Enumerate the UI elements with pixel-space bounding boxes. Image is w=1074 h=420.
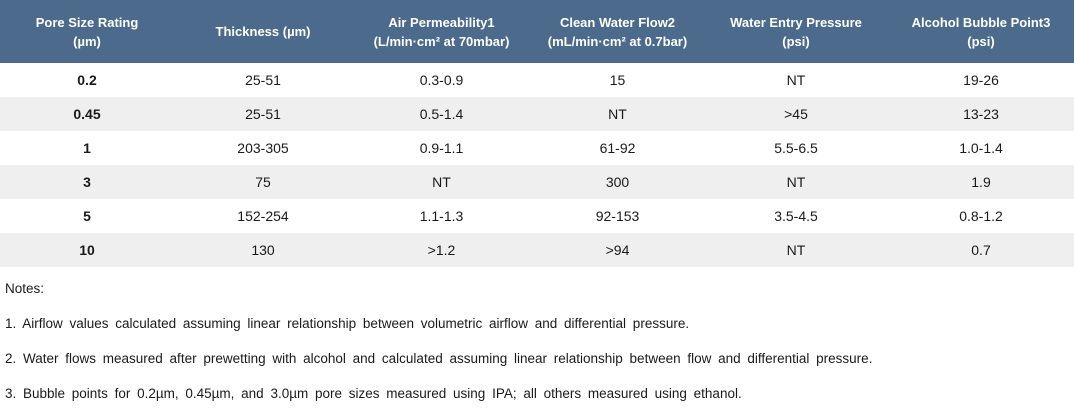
- value-cell: 300: [531, 165, 704, 199]
- column-header-2: Air Permeability1 (L/min·cm² at 70mbar): [352, 0, 531, 63]
- table-row: 10 130 >1.2 >94 NT 0.7: [0, 233, 1074, 267]
- column-header-line: Water Entry Pressure: [730, 14, 862, 30]
- value-cell: NT: [704, 63, 888, 97]
- pore-size-cell: 0.2: [0, 63, 174, 97]
- note-item: 3. Bubble points for 0.2µm, 0.45µm, and …: [5, 386, 742, 401]
- note-item: 2. Water flows measured after prewetting…: [5, 351, 873, 366]
- value-cell: 15: [531, 63, 704, 97]
- column-header-1: Thickness (µm): [174, 0, 352, 63]
- value-cell: NT: [531, 97, 704, 131]
- pore-size-cell: 5: [0, 199, 174, 233]
- column-header-line: Alcohol Bubble Point3: [911, 14, 1051, 30]
- column-header-line: (L/min·cm² at 70mbar): [373, 33, 510, 49]
- value-cell: 1.0-1.4: [888, 131, 1074, 165]
- pore-size-cell: 3: [0, 165, 174, 199]
- column-header-line: Pore Size Rating: [35, 14, 139, 30]
- column-header-line: (mL/min·cm² at 0.7bar): [547, 33, 688, 49]
- column-header-line: Thickness (µm): [215, 24, 311, 39]
- value-cell: 0.7: [888, 233, 1074, 267]
- value-cell: 0.5-1.4: [352, 97, 531, 131]
- value-cell: 1.9: [888, 165, 1074, 199]
- table-row: 0.45 25-51 0.5-1.4 NT >45 13-23: [0, 97, 1074, 131]
- value-cell: 5.5-6.5: [704, 131, 888, 165]
- column-header-5: Alcohol Bubble Point3 (psi): [888, 0, 1074, 63]
- note-item: 1. Airflow values calculated assuming li…: [5, 316, 690, 331]
- spec-table-header: Pore Size Rating (µm) Thickness (µm) Air Pe…: [0, 0, 1074, 63]
- spec-table: Pore Size Rating (µm) Thickness (µm) Air Pe…: [0, 0, 1074, 267]
- value-cell: >1.2: [352, 233, 531, 267]
- notes-heading: Notes:: [5, 281, 45, 296]
- table-row: 1 203-305 0.9-1.1 61-92 5.5-6.5 1.0-1.4: [0, 131, 1074, 165]
- column-header-line: Clean Water Flow2: [559, 14, 676, 30]
- value-cell: 0.9-1.1: [352, 131, 531, 165]
- value-cell: 75: [174, 165, 352, 199]
- value-cell: NT: [352, 165, 531, 199]
- spec-table-body: 0.2 25-51 0.3-0.9 15 NT 19-26 0.45 25-51 0.5-1.4…: [0, 63, 1074, 267]
- value-cell: 92-153: [531, 199, 704, 233]
- column-header-0: Pore Size Rating (µm): [0, 0, 174, 63]
- column-header-line: Air Permeability1: [388, 14, 495, 30]
- value-cell: 152-254: [174, 199, 352, 233]
- column-header-line: (psi): [967, 33, 995, 49]
- notes-list: 1. Airflow values calculated assuming li…: [5, 316, 1064, 402]
- pore-size-cell: 0.45: [0, 97, 174, 131]
- value-cell: 3.5-4.5: [704, 199, 888, 233]
- value-cell: NT: [704, 165, 888, 199]
- value-cell: 25-51: [174, 97, 352, 131]
- value-cell: 13-23: [888, 97, 1074, 131]
- column-header-4: Water Entry Pressure (psi): [704, 0, 888, 63]
- column-header-3: Clean Water Flow2 (mL/min·cm² at 0.7bar): [531, 0, 704, 63]
- value-cell: >45: [704, 97, 888, 131]
- notes-section: Notes: 1. Airflow values calculated assu…: [0, 267, 1074, 402]
- value-cell: 1.1-1.3: [352, 199, 531, 233]
- value-cell: 19-26: [888, 63, 1074, 97]
- column-header-line: (psi): [782, 33, 810, 49]
- table-row: 3 75 NT 300 NT 1.9: [0, 165, 1074, 199]
- header-row: Pore Size Rating (µm) Thickness (µm) Air Pe…: [0, 0, 1074, 63]
- value-cell: 203-305: [174, 131, 352, 165]
- value-cell: 130: [174, 233, 352, 267]
- value-cell: 61-92: [531, 131, 704, 165]
- pore-size-cell: 10: [0, 233, 174, 267]
- column-header-line: (µm): [73, 33, 101, 49]
- table-row: 5 152-254 1.1-1.3 92-153 3.5-4.5 0.8-1.2: [0, 199, 1074, 233]
- value-cell: >94: [531, 233, 704, 267]
- value-cell: 0.3-0.9: [352, 63, 531, 97]
- table-row: 0.2 25-51 0.3-0.9 15 NT 19-26: [0, 63, 1074, 97]
- value-cell: 0.8-1.2: [888, 199, 1074, 233]
- value-cell: NT: [704, 233, 888, 267]
- pore-size-cell: 1: [0, 131, 174, 165]
- value-cell: 25-51: [174, 63, 352, 97]
